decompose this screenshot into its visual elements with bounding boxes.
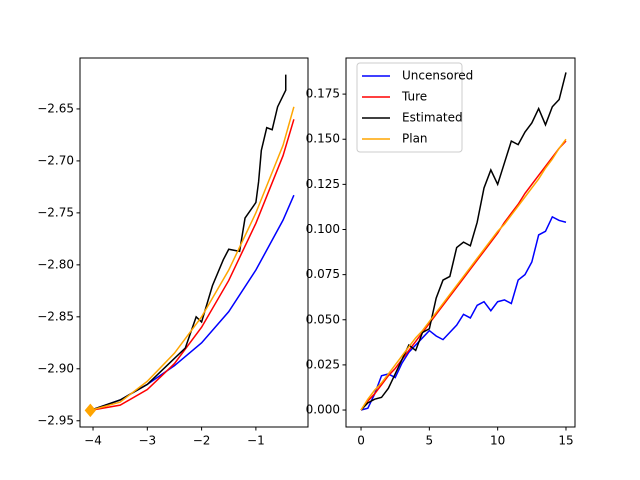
line [360, 72, 567, 411]
y-tick-label: 0.100 [306, 222, 340, 236]
y-tick-label: 0.075 [306, 267, 340, 281]
line [90, 194, 295, 412]
line [360, 215, 567, 411]
legend-label: Plan [402, 132, 428, 146]
y-tick-label: −2.85 [37, 309, 74, 323]
line [90, 119, 295, 412]
y-tick-label: 0.050 [306, 312, 340, 326]
legend-label: Estimated [402, 111, 463, 125]
x-tick-label: 10 [490, 434, 505, 448]
line [360, 138, 567, 411]
line [90, 74, 287, 412]
y-tick-label: 0.150 [306, 132, 340, 146]
x-tick-label: −3 [138, 434, 156, 448]
y-tick-label: −2.90 [37, 361, 74, 375]
legend-label: Uncensored [402, 69, 473, 83]
y-tick-label: −2.70 [37, 153, 74, 167]
y-tick-label: −2.80 [37, 257, 74, 271]
axes-frame [79, 57, 309, 428]
axes-frame [345, 57, 576, 428]
line [90, 106, 295, 412]
y-tick-label: 0.175 [306, 87, 340, 101]
y-tick-label: −2.75 [37, 205, 74, 219]
line [360, 140, 567, 411]
y-tick-label: 0.000 [306, 403, 340, 417]
y-tick-label: −2.65 [37, 101, 74, 115]
y-tick-label: −2.95 [37, 413, 74, 427]
x-tick-label: 0 [357, 434, 365, 448]
x-tick-label: 5 [426, 434, 434, 448]
y-tick-label: 0.025 [306, 357, 340, 371]
y-tick-label: 0.125 [306, 177, 340, 191]
x-tick-label: −1 [247, 434, 265, 448]
plot-area [84, 74, 295, 418]
plot-area [360, 72, 567, 411]
marker [84, 403, 96, 418]
x-tick-label: −2 [193, 434, 211, 448]
x-tick-label: −4 [84, 434, 102, 448]
x-tick-label: 15 [558, 434, 573, 448]
legend-box [356, 62, 463, 153]
legend-label: Ture [401, 90, 427, 104]
